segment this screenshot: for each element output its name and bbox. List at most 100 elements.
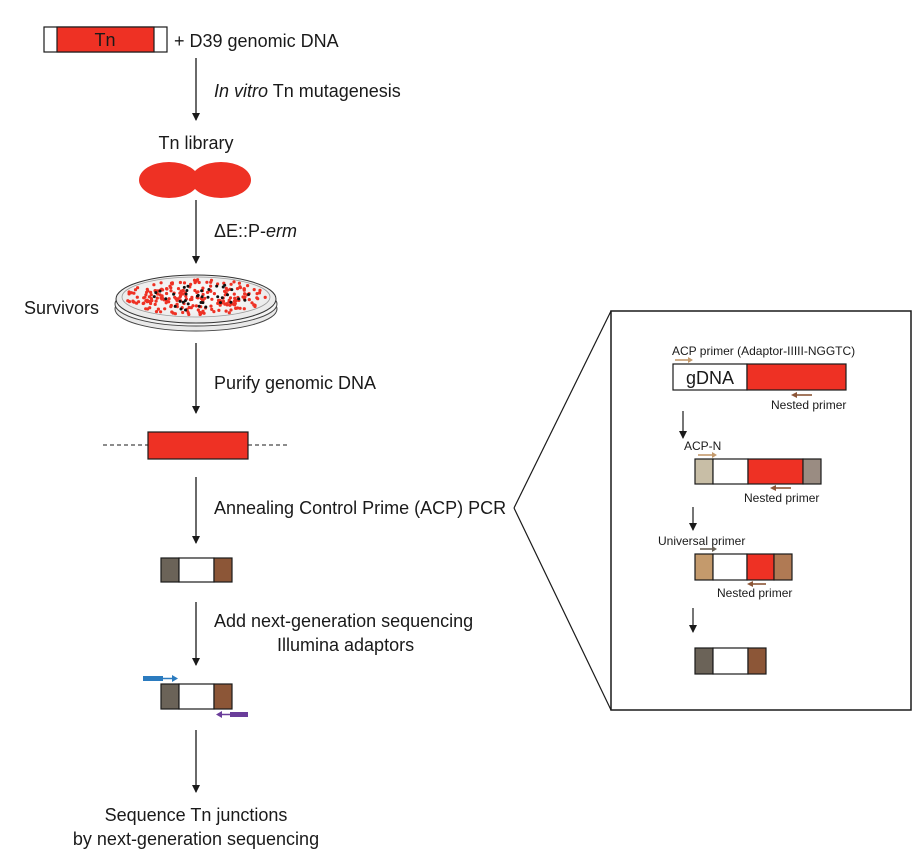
red-colony	[257, 291, 262, 295]
red-colony	[181, 288, 185, 292]
universal-primer-label: Universal primer	[658, 534, 745, 548]
black-colony	[182, 285, 186, 289]
red-colony	[147, 295, 151, 299]
red-colony	[165, 291, 169, 296]
nested-primer-arrow-1	[791, 392, 812, 398]
red-colony	[212, 310, 216, 314]
ngs-adaptor-label-line1: Add next-generation sequencing	[214, 611, 473, 631]
red-colony	[247, 298, 251, 302]
red-colony	[196, 278, 200, 282]
ngs-adaptor-label-line2: Illumina adaptors	[277, 635, 414, 655]
red-colony	[242, 287, 246, 291]
reverse-illumina-primer	[216, 711, 248, 718]
black-colony	[173, 304, 177, 308]
black-colony	[226, 293, 229, 297]
red-colony	[233, 301, 237, 306]
red-colony	[235, 287, 240, 291]
black-colony	[200, 295, 204, 299]
red-colony	[169, 286, 173, 290]
red-colony	[187, 312, 191, 317]
nested-primer-label-1: Nested primer	[771, 398, 846, 412]
black-colony	[178, 299, 182, 303]
nested-primer-arrow-2	[770, 485, 791, 491]
black-colony	[183, 299, 187, 303]
red-colony	[221, 299, 226, 303]
red-colony	[201, 286, 205, 290]
black-colony	[185, 289, 189, 292]
red-colony	[159, 281, 163, 285]
red-colony	[182, 281, 187, 285]
transposon-red-segment	[56, 26, 155, 53]
red-colony	[212, 292, 216, 296]
red-colony	[201, 309, 205, 313]
red-colony	[210, 307, 214, 311]
red-colony	[148, 306, 152, 310]
red-colony	[256, 297, 260, 301]
red-colony	[169, 281, 174, 285]
red-colony	[144, 293, 148, 297]
nested-primer-label-2: Nested primer	[744, 491, 819, 505]
red-colony	[197, 280, 201, 285]
red-colony	[210, 297, 214, 301]
genomic-dna-label: + D39 genomic DNA	[174, 31, 339, 51]
red-colony	[153, 302, 157, 306]
red-colony	[181, 310, 185, 315]
red-colony	[201, 292, 205, 297]
red-colony	[192, 278, 197, 282]
red-colony	[242, 307, 246, 311]
black-colony	[243, 298, 247, 302]
red-colony	[136, 286, 140, 290]
red-colony	[165, 287, 169, 291]
survivors-label: Survivors	[24, 298, 99, 318]
red-colony	[232, 292, 236, 296]
black-colony	[230, 288, 234, 292]
red-colony	[132, 291, 136, 295]
red-colony	[145, 300, 149, 304]
red-colony	[154, 310, 159, 314]
red-colony	[146, 289, 150, 293]
red-colony	[154, 299, 158, 303]
red-colony	[258, 288, 262, 292]
acp-n-primer-arrow	[698, 452, 717, 458]
red-colony	[209, 304, 213, 308]
red-colony	[131, 299, 135, 303]
tn-library-colonies	[139, 162, 251, 198]
black-colony	[206, 295, 210, 299]
red-colony	[176, 287, 181, 291]
black-colony	[152, 295, 156, 299]
red-colony	[160, 294, 164, 298]
purify-label: Purify genomic DNA	[214, 373, 376, 393]
black-colony	[196, 293, 200, 297]
black-colony	[247, 293, 251, 296]
black-colony	[164, 297, 168, 301]
universal-product	[694, 553, 793, 581]
red-colony	[217, 298, 221, 302]
universal-primer-arrow	[700, 546, 717, 552]
red-colony	[143, 295, 147, 299]
red-colony	[233, 296, 237, 300]
red-colony	[173, 295, 177, 299]
red-colony	[224, 309, 228, 313]
red-colony	[237, 281, 241, 285]
red-colony	[187, 305, 191, 310]
callout-line-top	[513, 310, 612, 509]
red-colony	[196, 290, 200, 294]
nested-primer-label-3: Nested primer	[717, 586, 792, 600]
red-colony	[229, 282, 233, 286]
black-colony	[172, 292, 176, 296]
survivor-colonies	[126, 278, 267, 317]
black-colony	[215, 284, 219, 288]
red-colony	[164, 301, 168, 305]
red-colony	[203, 296, 207, 300]
red-colony	[234, 306, 238, 310]
red-colony	[196, 308, 200, 312]
acp-n-label: ACP-N	[684, 439, 721, 453]
black-colony	[184, 292, 188, 296]
red-colony	[224, 286, 228, 290]
red-colony	[243, 292, 247, 296]
red-colony	[263, 295, 267, 299]
red-colony	[250, 301, 254, 305]
red-colony	[141, 301, 145, 306]
black-colony	[237, 297, 241, 301]
